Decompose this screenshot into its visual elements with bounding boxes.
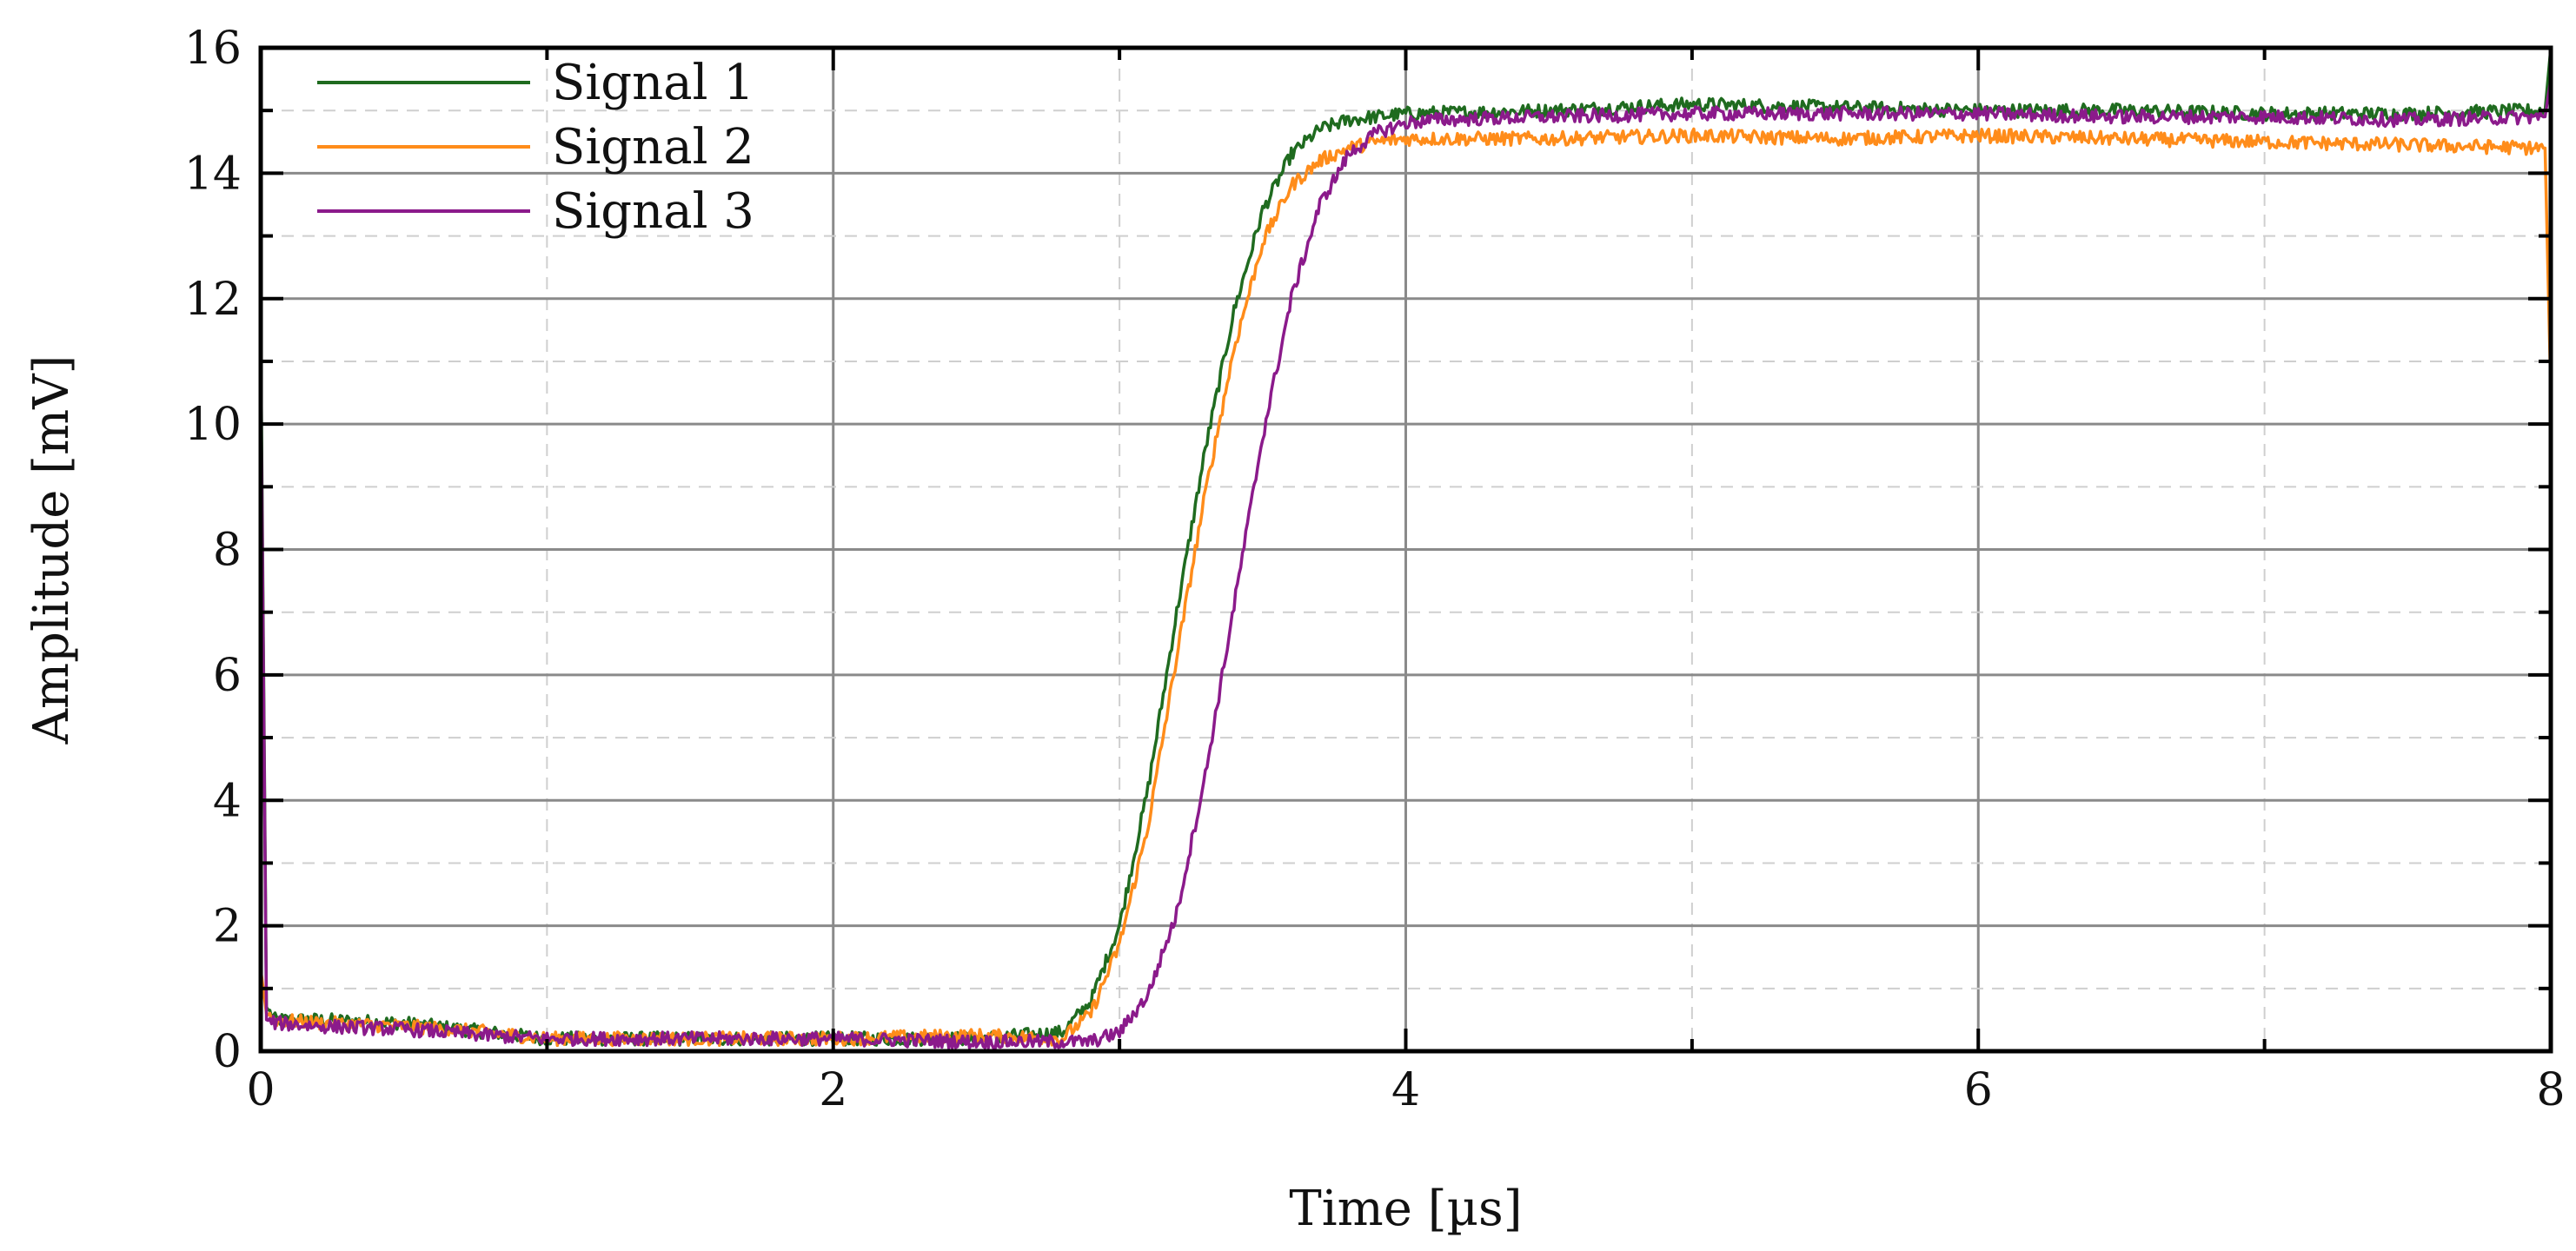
y-tick-label: 16 [184,23,242,75]
series-line-3 [259,78,2553,1050]
y-tick-label: 6 [213,650,242,702]
y-tick-label: 0 [213,1026,242,1078]
axis-ticks [259,46,2553,1053]
legend: Signal 1 Signal 2 Signal 3 [317,55,754,240]
series-line-1 [259,47,2553,1048]
x-tick-label: 0 [246,1064,275,1116]
y-tick-label: 12 [184,274,242,326]
y-tick-label: 10 [184,399,242,451]
x-axis-label: Time [µs] [1289,1181,1522,1237]
x-tick-label: 6 [1964,1064,1993,1116]
series-lines [259,47,2553,1050]
x-tick-label: 8 [2536,1064,2565,1116]
series-line-2 [259,127,2553,1048]
y-tick-label: 4 [213,775,242,827]
y-tick-label: 2 [213,901,242,953]
legend-label-3: Signal 3 [552,183,754,240]
y-tick-label: 8 [213,525,242,577]
x-tick-label: 4 [1391,1064,1420,1116]
legend-label-2: Signal 2 [552,119,754,175]
legend-label-1: Signal 1 [552,55,754,111]
x-axis-tick-labels: 0 2 4 6 8 [246,1064,2565,1116]
y-axis-label: Amplitude [mV] [23,355,80,745]
y-tick-label: 14 [184,148,242,200]
y-axis-tick-labels: 0 2 4 6 8 10 12 14 16 [184,23,242,1078]
grid [261,48,2551,1051]
x-tick-label: 2 [819,1064,847,1116]
